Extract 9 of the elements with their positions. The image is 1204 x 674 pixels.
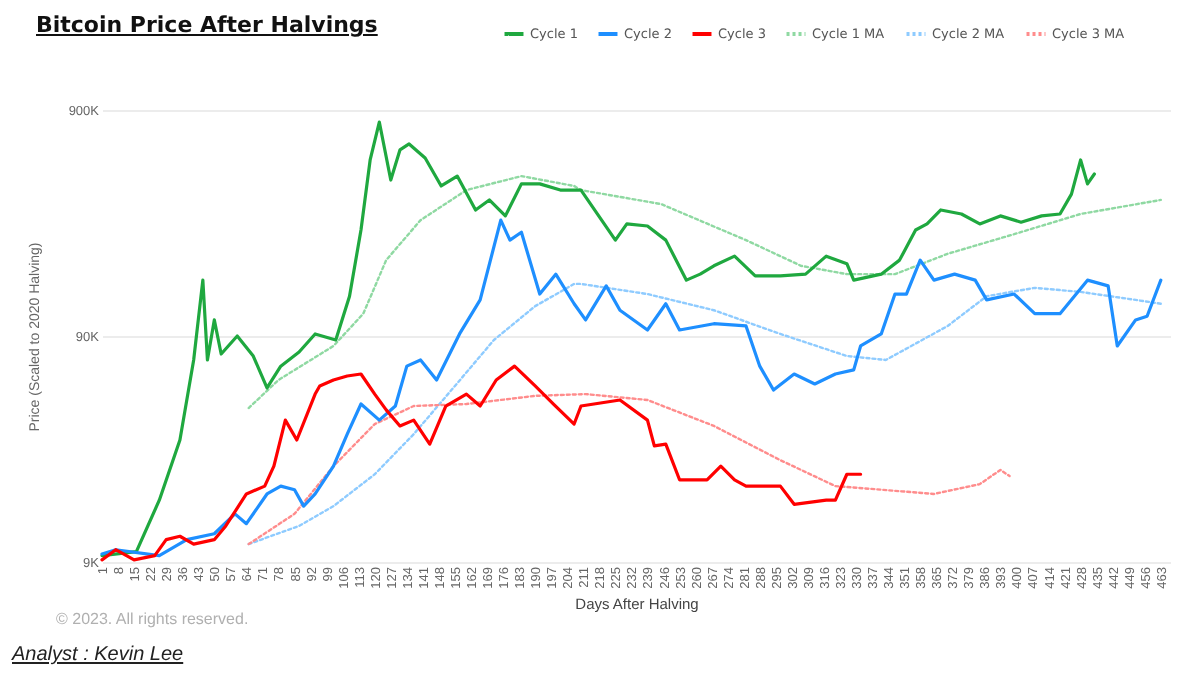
line-series <box>100 120 1096 558</box>
line-series <box>247 174 1163 410</box>
line-series <box>247 392 1011 546</box>
line-series <box>100 364 863 562</box>
text: Analyst : Kevin Lee <box>12 644 184 666</box>
chart-title: Bitcoin Price After Halvings <box>36 12 378 38</box>
text: © 2023. All rights reserved. <box>56 610 249 628</box>
line-series <box>247 282 1163 546</box>
line-series <box>100 218 1163 558</box>
